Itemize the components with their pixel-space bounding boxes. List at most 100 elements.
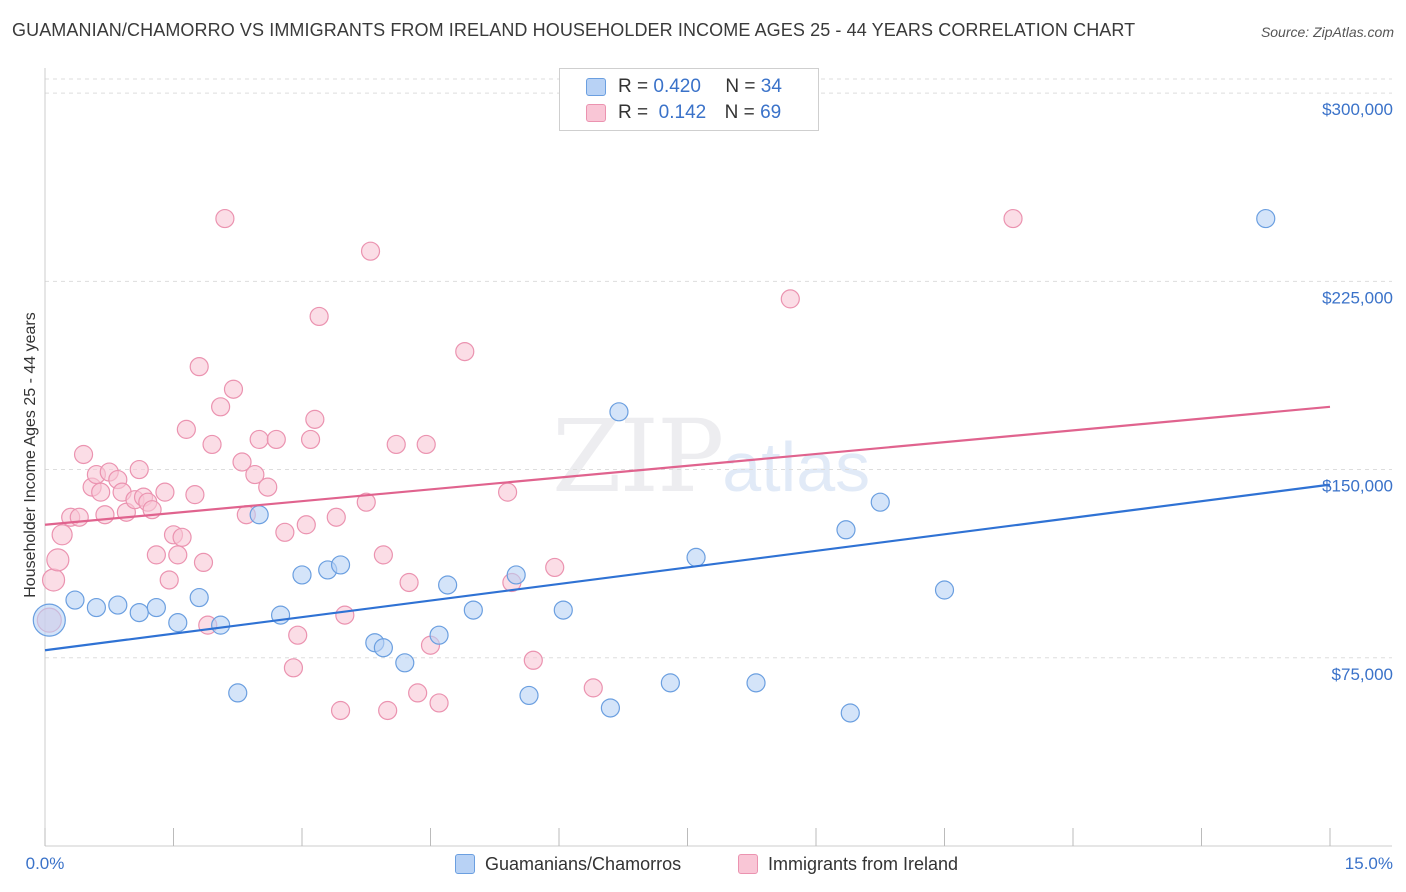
pink-data-point[interactable] (330, 700, 351, 721)
pink-data-point[interactable] (202, 434, 222, 455)
pink-data-point[interactable] (309, 306, 329, 327)
pink-data-point[interactable] (211, 397, 231, 417)
blue-data-point[interactable] (395, 653, 415, 673)
pink-data-point[interactable] (378, 700, 398, 721)
pink-data-point[interactable] (455, 341, 475, 362)
pink-data-point[interactable] (373, 545, 393, 565)
pink-data-point[interactable] (296, 515, 316, 535)
pink-data-point[interactable] (189, 357, 209, 377)
blue-data-point[interactable] (373, 638, 393, 658)
blue-swatch (586, 78, 606, 96)
pink-data-point[interactable] (300, 429, 321, 450)
pink-data-point[interactable] (223, 379, 244, 399)
pink-data-point[interactable] (523, 650, 543, 670)
blue-data-point[interactable] (660, 673, 680, 693)
pink-data-point[interactable] (41, 568, 66, 592)
pink-data-point[interactable] (429, 693, 449, 713)
pink-data-point[interactable] (73, 444, 94, 465)
pink-data-point[interactable] (172, 527, 192, 547)
pink-data-point[interactable] (335, 605, 355, 625)
pink-data-point[interactable] (146, 545, 166, 565)
blue-data-point[interactable] (86, 597, 107, 618)
blue-data-point[interactable] (934, 580, 955, 600)
blue-data-point[interactable] (228, 683, 248, 703)
blue-data-point[interactable] (146, 597, 166, 618)
blue-data-point[interactable] (330, 555, 351, 575)
pink-trend-line (44, 405, 1331, 526)
pink-data-point[interactable] (416, 434, 436, 455)
pink-data-point[interactable] (386, 434, 406, 455)
pink-data-point[interactable] (69, 507, 89, 527)
pink-data-point[interactable] (283, 658, 304, 678)
pink-data-point[interactable] (46, 548, 70, 572)
pink-data-point[interactable] (232, 452, 252, 472)
pink-data-point[interactable] (305, 409, 325, 429)
blue-data-point[interactable] (249, 505, 269, 525)
pink-data-point[interactable] (266, 429, 286, 450)
pink-data-point[interactable] (95, 505, 115, 525)
n-value: 69 (760, 102, 782, 123)
pink-data-point[interactable] (185, 485, 205, 505)
pink-points-layer (36, 208, 1023, 721)
y-tick-label: $300,000 (1322, 100, 1393, 119)
pink-data-point[interactable] (91, 482, 111, 502)
n-label: N = (725, 76, 756, 97)
pink-data-point[interactable] (155, 482, 175, 502)
pink-data-point[interactable] (399, 572, 419, 593)
blue-data-point[interactable] (553, 600, 573, 620)
pink-data-point[interactable] (245, 464, 265, 485)
pink-data-point[interactable] (51, 524, 73, 546)
blue-data-point[interactable] (746, 673, 766, 693)
pink-data-point[interactable] (258, 477, 278, 497)
pink-data-point[interactable] (129, 459, 149, 480)
chart-title: GUAMANIAN/CHAMORRO VS IMMIGRANTS FROM IR… (12, 20, 1136, 40)
blue-data-point[interactable] (429, 625, 449, 645)
pink-data-point[interactable] (583, 678, 603, 698)
watermark-zip: ZIP (552, 398, 724, 515)
blue-data-point[interactable] (463, 600, 483, 620)
pink-data-point[interactable] (408, 683, 428, 703)
pink-data-point[interactable] (275, 522, 295, 542)
blue-data-point[interactable] (168, 613, 188, 633)
legend-item-guamanians[interactable]: Guamanians/Chamorros (455, 851, 681, 877)
pink-swatch (738, 854, 758, 874)
pink-data-point[interactable] (360, 241, 381, 261)
blue-data-point[interactable] (438, 575, 458, 595)
grid-layer (45, 78, 1392, 659)
blue-data-point[interactable] (840, 703, 860, 723)
pink-data-point[interactable] (215, 208, 235, 229)
blue-data-point[interactable] (1256, 208, 1276, 229)
pink-data-point[interactable] (193, 552, 214, 573)
legend-item-ireland[interactable]: Immigrants from Ireland (738, 851, 958, 877)
pink-data-point[interactable] (159, 570, 179, 590)
blue-data-point[interactable] (600, 698, 621, 718)
blue-data-point[interactable] (32, 603, 66, 637)
pink-data-point[interactable] (780, 289, 800, 309)
pink-data-point[interactable] (498, 482, 518, 502)
pink-data-point[interactable] (1003, 208, 1023, 229)
pink-swatch (586, 104, 606, 122)
blue-data-point[interactable] (108, 595, 128, 615)
y-axis-title: Householder Income Ages 25 - 44 years (22, 312, 39, 598)
blue-data-point[interactable] (836, 520, 856, 540)
pink-data-point[interactable] (356, 492, 376, 512)
blue-data-point[interactable] (686, 547, 706, 567)
blue-data-point[interactable] (129, 602, 149, 623)
blue-data-point[interactable] (506, 565, 526, 585)
blue-data-point[interactable] (609, 402, 629, 422)
blue-data-point[interactable] (211, 615, 231, 635)
pink-data-point[interactable] (545, 557, 565, 578)
blue-data-point[interactable] (292, 565, 312, 585)
blue-data-point[interactable] (870, 492, 890, 512)
pink-data-point[interactable] (288, 625, 308, 645)
stats-legend-row-blue: R = 0.420 N = 34 (586, 74, 782, 100)
pink-data-point[interactable] (326, 507, 346, 527)
pink-data-point[interactable] (168, 545, 188, 565)
blue-data-point[interactable] (65, 590, 85, 610)
blue-data-point[interactable] (519, 685, 539, 706)
blue-data-point[interactable] (189, 587, 209, 608)
stats-legend-row-pink: R = 0.142 N = 69 (586, 100, 781, 126)
y-tick-label: $225,000 (1322, 288, 1393, 307)
pink-data-point[interactable] (176, 419, 196, 439)
pink-data-point[interactable] (249, 429, 269, 450)
